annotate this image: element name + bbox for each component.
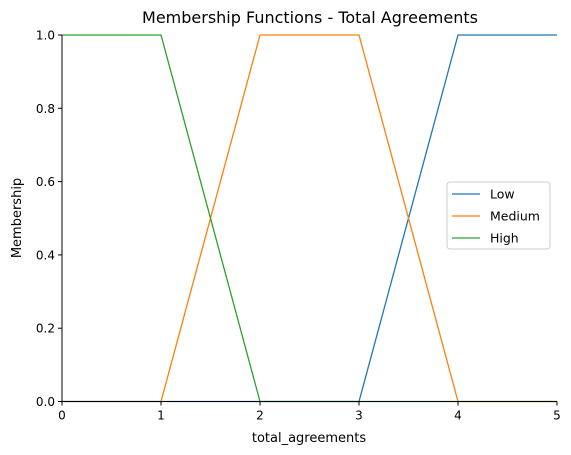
legend-box — [446, 181, 551, 250]
y-tick-label: 0.4 — [36, 248, 55, 262]
legend-label-medium: Medium — [490, 209, 540, 224]
legend-label-low: Low — [490, 187, 515, 202]
y-tick-label: 0.0 — [36, 395, 55, 409]
legend-label-high: High — [490, 231, 519, 246]
x-tick-label: 3 — [355, 409, 363, 423]
y-ticks: 0.0 0.2 0.4 0.6 0.8 1.0 — [36, 29, 62, 409]
x-axis-label: total_agreements — [252, 431, 366, 446]
y-axis-label: Membership — [10, 178, 25, 258]
x-tick-label: 1 — [157, 409, 165, 423]
x-tick-label: 5 — [553, 409, 561, 423]
y-tick-label: 1.0 — [36, 29, 55, 43]
y-tick-label: 0.2 — [36, 322, 55, 336]
legend: Low Medium High — [446, 181, 551, 250]
x-tick-label: 0 — [58, 409, 66, 423]
x-tick-label: 2 — [256, 409, 264, 423]
x-tick-label: 4 — [454, 409, 462, 423]
y-tick-label: 0.8 — [36, 102, 55, 116]
y-tick-label: 0.6 — [36, 175, 55, 189]
x-ticks: 0 1 2 3 4 5 — [58, 401, 561, 423]
chart-title: Membership Functions - Total Agreements — [142, 8, 478, 27]
